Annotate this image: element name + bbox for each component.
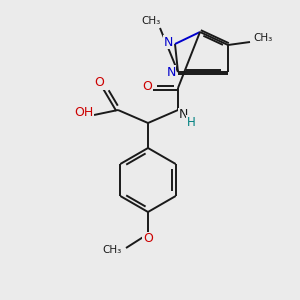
- Text: N: N: [166, 65, 176, 79]
- Text: O: O: [142, 80, 152, 92]
- Text: N: N: [163, 35, 173, 49]
- Text: CH₃: CH₃: [102, 245, 122, 255]
- Text: CH₃: CH₃: [141, 16, 160, 26]
- Text: O: O: [94, 76, 104, 89]
- Text: CH₃: CH₃: [254, 33, 273, 43]
- Text: N: N: [178, 109, 188, 122]
- Text: H: H: [187, 116, 195, 128]
- Text: O: O: [143, 232, 153, 245]
- Text: OH: OH: [74, 106, 94, 118]
